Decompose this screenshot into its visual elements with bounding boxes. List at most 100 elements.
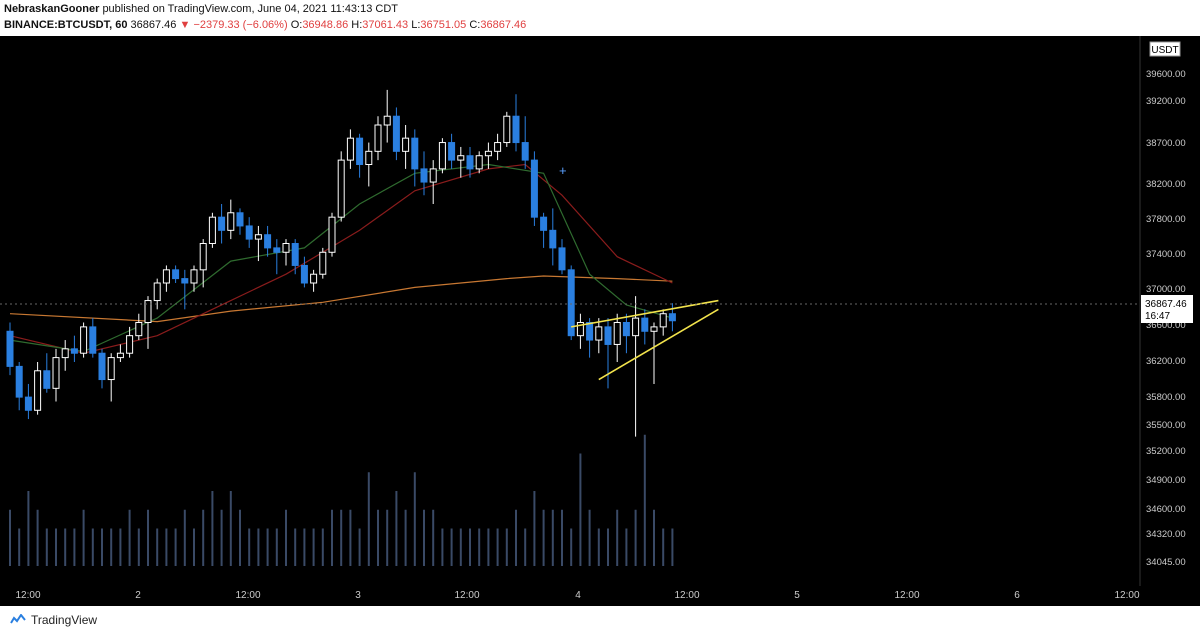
trendline-lower — [598, 308, 719, 381]
time-tick-label: 12:00 — [1114, 590, 1139, 601]
tradingview-brand[interactable]: TradingView — [10, 613, 97, 627]
candlestick-chart[interactable]: 39600.00 39200.00 38700.00 38200.00 37800.00… — [0, 36, 1200, 606]
ohlc-line: BINANCE:BTCUSDT, 60 36867.46 ▼ −2379.33 … — [4, 19, 526, 31]
volume-bar — [27, 491, 30, 566]
volume-bar — [285, 509, 287, 566]
footer-bar: TradingView — [0, 606, 1200, 636]
time-tick-label: 12:00 — [15, 590, 40, 601]
price-tick-label: 37000.00 — [1146, 284, 1186, 295]
candle-up — [254, 234, 262, 240]
candle-down — [604, 326, 612, 345]
price-tag: 36867.46 16:47 — [1141, 295, 1193, 323]
candle-up — [135, 322, 143, 337]
low-label: L: — [411, 19, 421, 31]
candle-down — [98, 352, 106, 381]
volume-bar — [82, 509, 85, 566]
volume-bar — [73, 528, 76, 566]
time-tick-label: 3 — [355, 590, 361, 601]
candle-up — [632, 317, 640, 337]
volume-bar — [147, 509, 149, 566]
currency-label: USDT — [1151, 45, 1178, 56]
open-value: 36948.86 — [302, 19, 349, 31]
candle-down — [236, 212, 244, 227]
price-tick-label: 34900.00 — [1146, 475, 1186, 486]
volume-bar — [459, 528, 462, 566]
candle-up — [162, 269, 170, 284]
time-axis[interactable]: 12:00 2 12:00 3 12:00 4 12:00 5 12:00 6 12:00 — [15, 590, 1139, 601]
volume-bar — [524, 528, 527, 566]
moving-averages — [9, 163, 673, 354]
candle-down — [70, 348, 78, 354]
price-tick-label: 39200.00 — [1146, 96, 1186, 107]
candle-up — [402, 137, 410, 152]
volume-bar — [432, 509, 435, 566]
published-text: published on TradingView.com, June 04, 2… — [102, 3, 399, 15]
volume-bar — [662, 528, 665, 566]
candle-down — [172, 269, 180, 280]
tradingview-logo-icon — [10, 614, 26, 624]
volume-bar — [248, 528, 251, 566]
volume-bar — [211, 491, 214, 566]
candle-up — [576, 322, 584, 337]
candle-up — [107, 357, 115, 381]
volume-bar — [597, 528, 600, 566]
volume-bar — [156, 528, 159, 566]
time-tick-label: 12:00 — [235, 590, 260, 601]
ema-fast-line — [9, 163, 673, 353]
volume-bar — [386, 509, 389, 566]
volume-bar — [220, 509, 223, 566]
volume-bar — [294, 528, 297, 566]
volume-bar — [616, 509, 619, 566]
candle-down — [411, 137, 419, 170]
volume-bar — [395, 491, 398, 566]
candles — [6, 89, 676, 437]
volume-bar — [607, 528, 609, 566]
candle-down — [356, 137, 364, 165]
candle-down — [530, 159, 538, 218]
price-tick-label: 38700.00 — [1146, 138, 1186, 149]
candle-down — [264, 234, 272, 249]
candle-down — [420, 168, 428, 183]
currency-badge[interactable]: USDT — [1149, 41, 1181, 57]
author-name[interactable]: NebraskanGooner — [4, 3, 100, 15]
candle-up — [227, 212, 235, 231]
volume-bar — [367, 472, 370, 566]
volume-bar — [36, 509, 39, 566]
candle-down — [15, 365, 23, 398]
volume-bar — [91, 528, 94, 566]
candle-up — [365, 150, 373, 166]
crosshair-plus-icon: + — [559, 163, 567, 178]
volume-bar — [9, 509, 11, 566]
low-value: 36751.05 — [420, 19, 467, 31]
candle-down — [558, 247, 566, 271]
candle-down — [181, 278, 189, 284]
volume-bar — [505, 528, 508, 566]
volume-bar — [275, 528, 278, 566]
change-down-icon: ▼ — [179, 19, 191, 31]
volume-bar — [625, 528, 628, 566]
time-tick-label: 2 — [135, 590, 141, 601]
candle-up — [328, 216, 336, 253]
volume-bar — [671, 528, 674, 566]
candle-down — [549, 229, 557, 249]
candle-up — [199, 243, 207, 271]
chart-header: NebraskanGooner published on TradingView… — [0, 0, 1200, 36]
volume-bar — [202, 509, 205, 566]
volume-bar — [349, 509, 352, 566]
candle-down — [540, 216, 548, 231]
candle-up — [346, 137, 354, 161]
time-tick-label: 4 — [575, 590, 581, 601]
symbol-label[interactable]: BINANCE:BTCUSDT, 60 — [4, 19, 128, 31]
candle-up — [208, 216, 216, 245]
candle-up — [337, 159, 345, 218]
volume-bar — [423, 509, 425, 566]
candle-down — [567, 269, 575, 337]
volume-bar — [542, 509, 545, 566]
volume-bar — [413, 472, 416, 566]
candle-up — [595, 326, 603, 341]
candle-up — [650, 326, 658, 332]
volume-bar — [183, 509, 186, 566]
candle-up — [310, 273, 318, 284]
volume-bar — [588, 509, 591, 566]
price-axis[interactable]: 39600.00 39200.00 38700.00 38200.00 37800.00… — [1146, 69, 1186, 568]
